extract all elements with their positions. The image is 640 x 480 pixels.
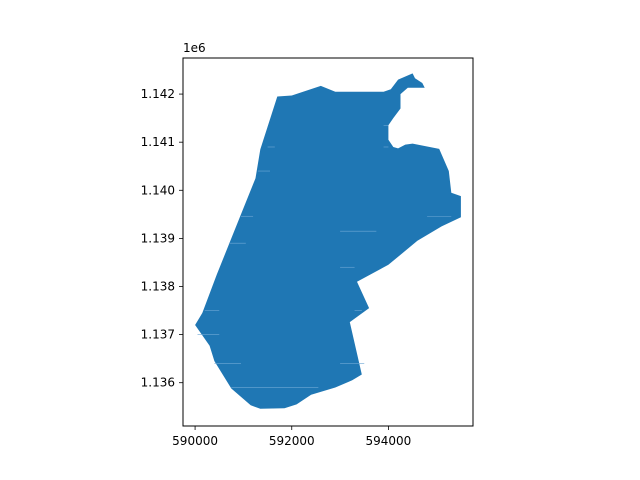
hatch-artifacts: [197, 125, 452, 388]
x-tick-label: 592000: [269, 434, 315, 448]
y-offset-label: 1e6: [183, 41, 206, 55]
axes-frame: [182, 57, 474, 427]
y-tick-label: 1.140: [141, 183, 175, 197]
region-polygon: [195, 73, 461, 409]
x-axis: 590000 592000 594000: [172, 426, 411, 448]
plot-area: [195, 73, 461, 409]
y-tick-label: 1.142: [141, 87, 175, 101]
y-tick-label: 1.138: [141, 279, 175, 293]
y-tick-label: 1.141: [141, 135, 175, 149]
y-axis: 1.136 1.137 1.138 1.139 1.140 1.141 1.142: [141, 87, 183, 390]
x-tick-label: 590000: [172, 434, 218, 448]
y-tick-label: 1.136: [141, 376, 175, 390]
x-tick-label: 594000: [366, 434, 412, 448]
y-tick-label: 1.139: [141, 231, 175, 245]
y-tick-label: 1.137: [141, 328, 175, 342]
